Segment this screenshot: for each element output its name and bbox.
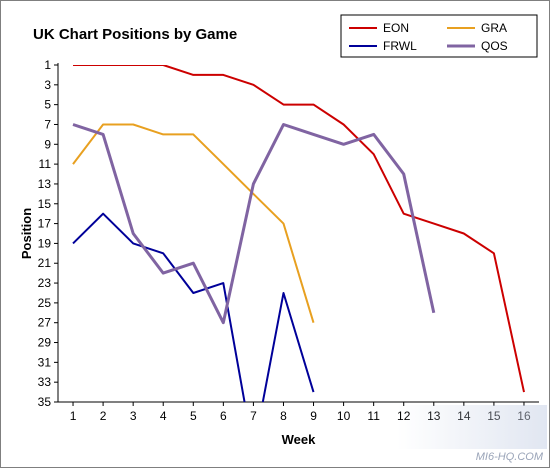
x-axis-title: Week <box>282 432 316 447</box>
legend-label-frwl: FRWL <box>383 39 417 53</box>
legend-label-eon: EON <box>383 21 409 35</box>
x-tick-label: 5 <box>190 409 197 423</box>
watermark-logo <box>397 405 547 449</box>
y-axis-title: Position <box>19 208 34 259</box>
y-tick-label: 1 <box>44 58 51 72</box>
x-tick-label: 6 <box>220 409 227 423</box>
legend-label-qos: QOS <box>481 39 508 53</box>
series-line-gra <box>72 123 315 323</box>
x-tick-label: 8 <box>280 409 287 423</box>
x-tick-label: 9 <box>310 409 317 423</box>
x-tick-label: 2 <box>100 409 107 423</box>
y-tick-label: 13 <box>38 177 52 191</box>
x-tick-label: 4 <box>160 409 167 423</box>
x-tick-label: 10 <box>337 409 351 423</box>
legend-label-gra: GRA <box>481 21 507 35</box>
y-tick-label: 5 <box>44 98 51 112</box>
y-tick-label: 21 <box>38 256 52 270</box>
y-tick-label: 19 <box>38 236 52 250</box>
watermark-text: MI6-HQ.COM <box>475 451 543 463</box>
y-tick-label: 33 <box>38 375 52 389</box>
y-tick-label: 25 <box>38 296 52 310</box>
x-tick-label: 7 <box>250 409 257 423</box>
x-tick-label: 11 <box>367 409 380 423</box>
y-tick-label: 29 <box>38 336 52 350</box>
chart-title: UK Chart Positions by Game <box>33 26 237 43</box>
series-line-frwl <box>72 212 315 402</box>
x-tick-label: 3 <box>130 409 137 423</box>
y-tick-label: 23 <box>38 276 52 290</box>
series-line-qos <box>72 123 436 325</box>
y-tick-label: 9 <box>44 137 51 151</box>
y-tick-label: 35 <box>38 395 52 409</box>
legend-box <box>340 14 538 58</box>
y-tick-label: 17 <box>38 217 52 231</box>
y-tick-label: 7 <box>44 117 51 131</box>
y-tick-label: 27 <box>38 316 52 330</box>
y-tick-label: 11 <box>39 157 52 171</box>
series-line-eon <box>73 65 525 393</box>
x-tick-label: 1 <box>70 409 77 423</box>
y-tick-label: 15 <box>38 197 52 211</box>
y-tick-label: 3 <box>44 78 51 92</box>
y-tick-label: 31 <box>38 355 52 369</box>
